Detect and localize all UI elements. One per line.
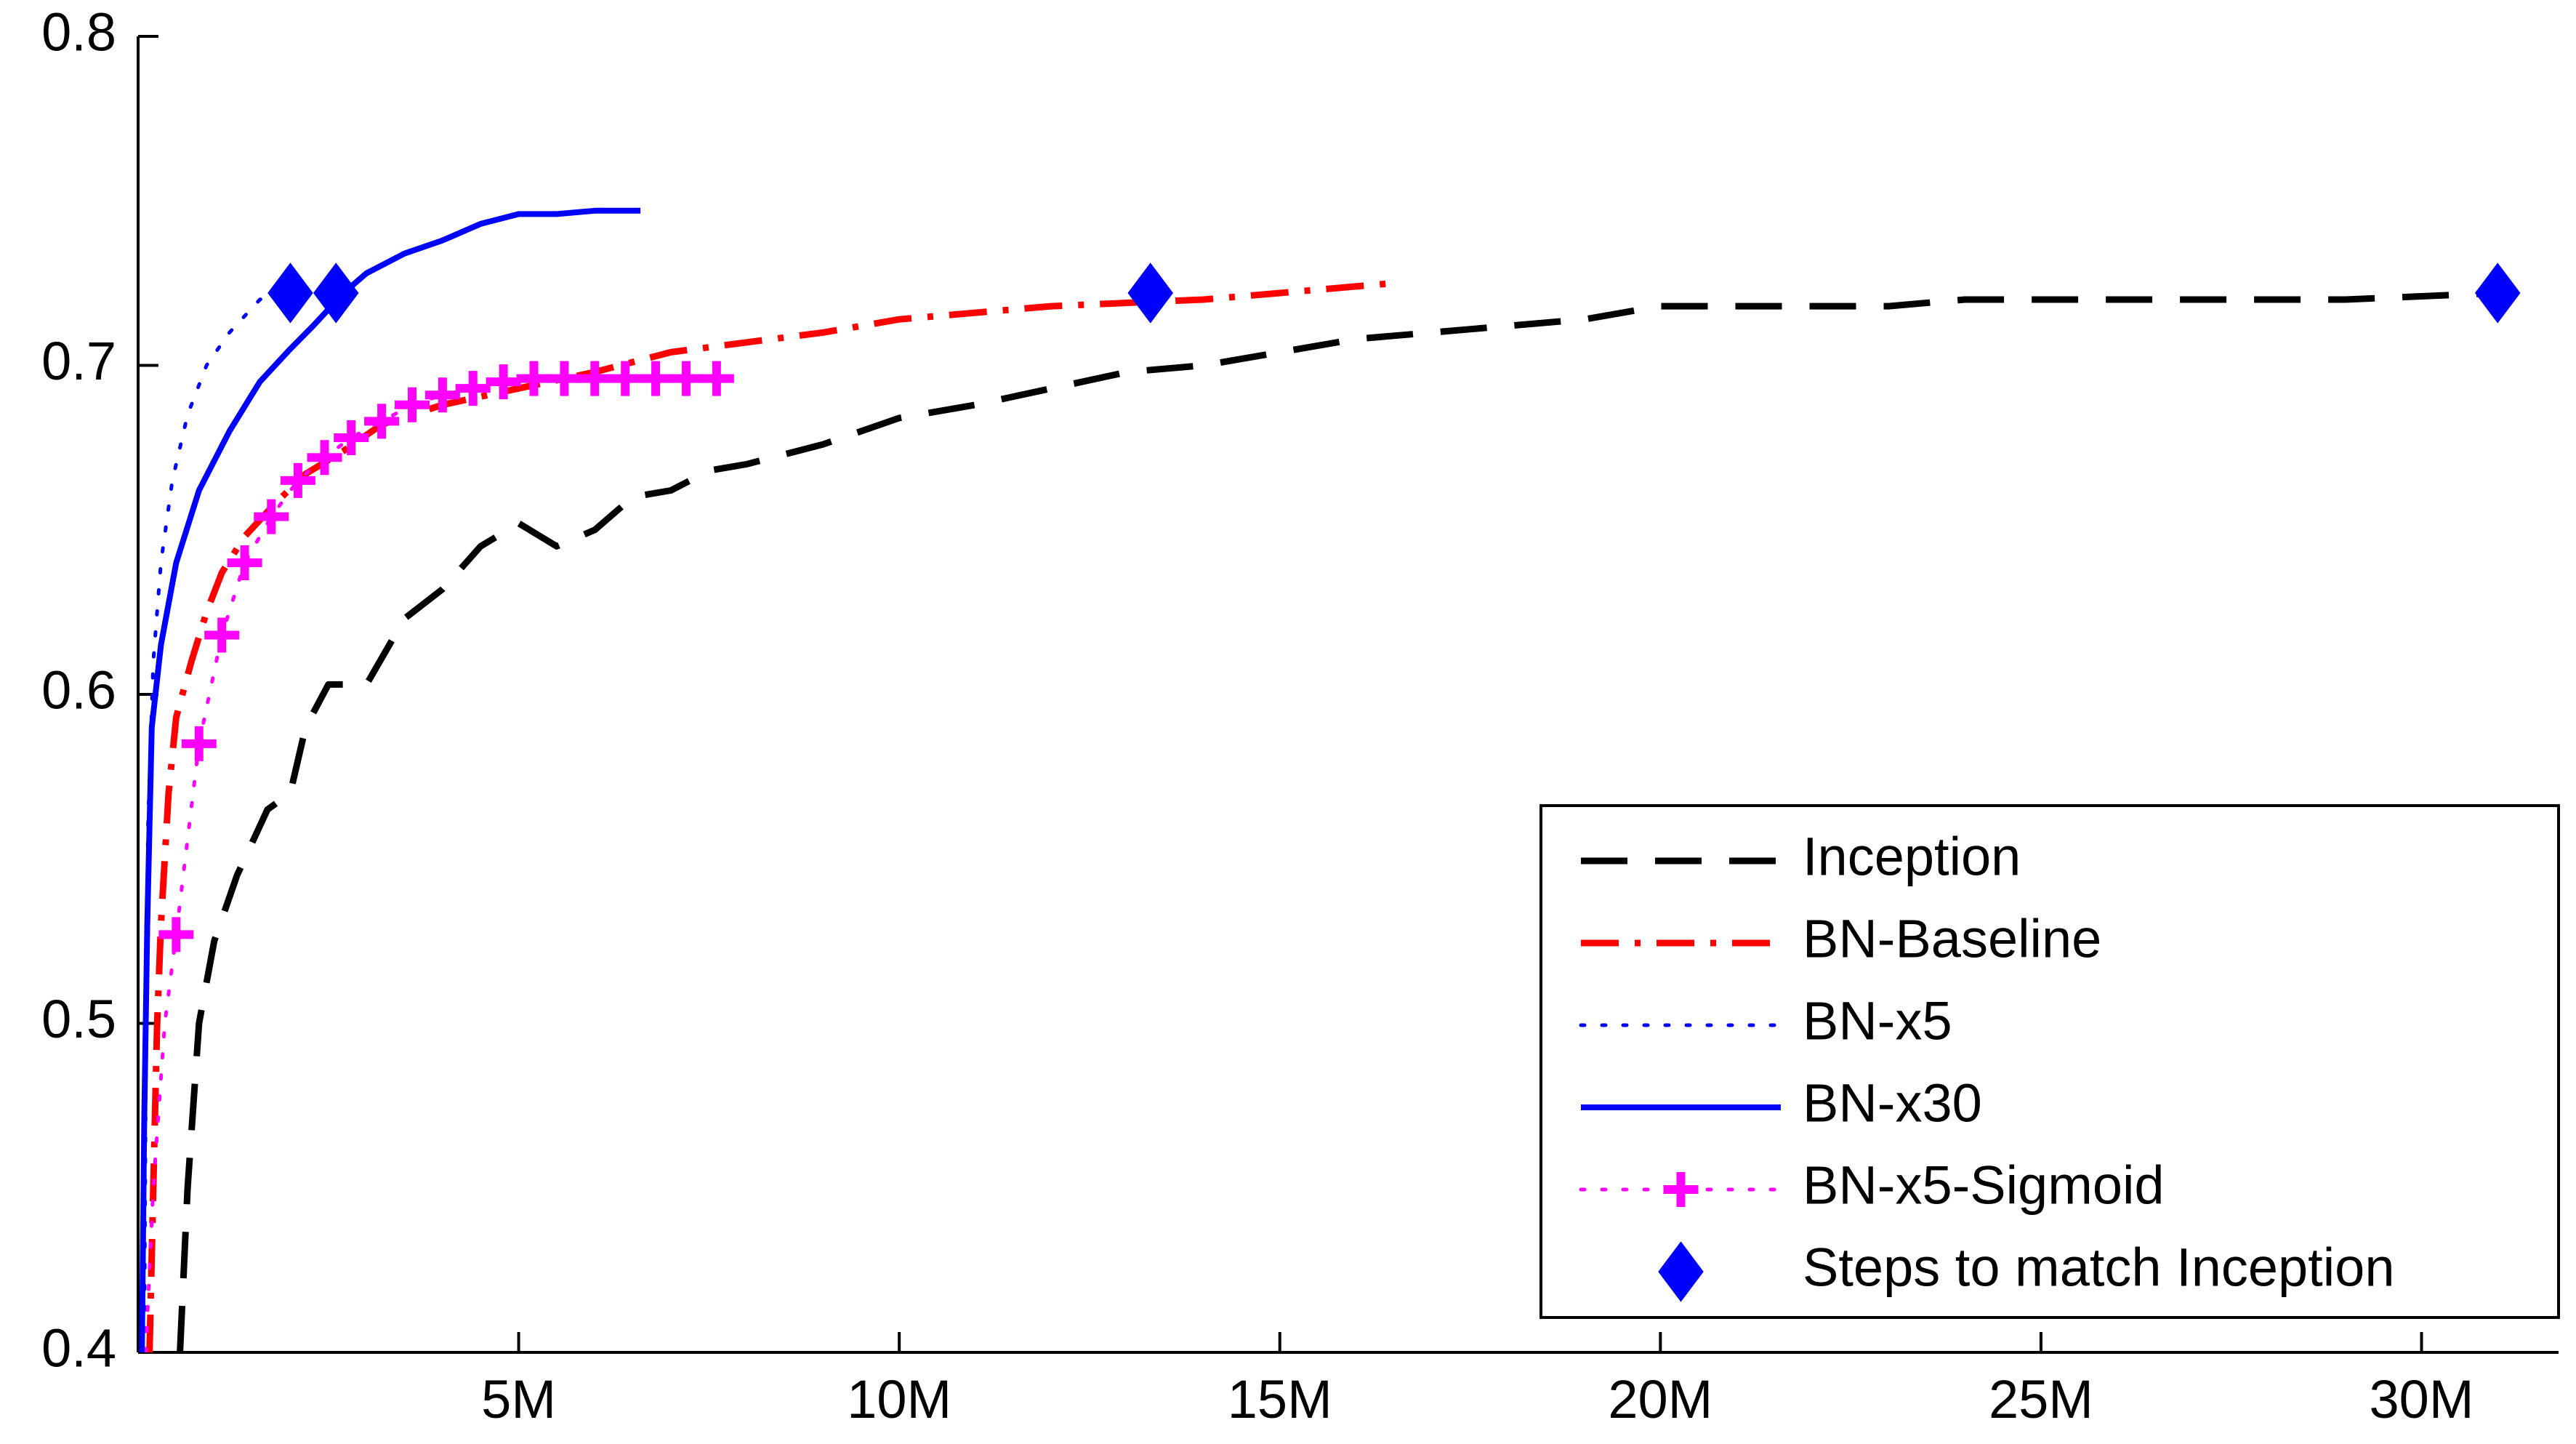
data-point-bn-x5-sigmoid (307, 440, 342, 476)
legend-label: BN-x5-Sigmoid (1803, 1155, 2165, 1216)
y-tick-label: 0.5 (41, 989, 116, 1049)
legend-box (1539, 804, 2560, 1319)
y-tick-label: 0.6 (41, 660, 116, 721)
x-tick-label: 20M (1608, 1369, 1712, 1429)
legend-label: BN-Baseline (1803, 909, 2101, 969)
data-point-bn-x5-sigmoid (364, 404, 400, 439)
data-point-bn-x5-sigmoid (699, 361, 734, 396)
x-tick-label: 15M (1228, 1369, 1332, 1429)
series-line-bn-baseline (146, 279, 1395, 1352)
series-line-bn-x5-sigmoid (144, 377, 719, 1352)
legend-label: BN-x5 (1803, 991, 1952, 1051)
y-tick-label: 0.4 (41, 1318, 116, 1379)
y-tick-label: 0.7 (41, 331, 116, 391)
data-point-bn-x5-sigmoid (254, 499, 289, 534)
series-line-inception (177, 289, 2498, 1352)
legend-item-bn-baseline: BN-Baseline (1581, 909, 2101, 969)
x-tick-label: 10M (847, 1369, 951, 1429)
legend-label: Inception (1803, 827, 2021, 887)
series-inception (177, 289, 2498, 1352)
series-bn-x30 (139, 207, 641, 1352)
data-point-steps-to-match-inception (313, 262, 359, 324)
legend-item-bn-x30: BN-x30 (1581, 1073, 1982, 1134)
data-point-bn-x5-sigmoid (577, 361, 613, 396)
series-layer (139, 207, 2521, 1352)
data-point-bn-x5-sigmoid (394, 387, 430, 422)
legend-label: BN-x30 (1803, 1073, 1982, 1134)
data-point-bn-x5-sigmoid (486, 364, 521, 400)
data-point-bn-x5-sigmoid (334, 420, 369, 456)
data-point-bn-x5-sigmoid (668, 361, 704, 396)
data-point-bn-x5-sigmoid (638, 361, 674, 396)
x-tick-label: 25M (1989, 1369, 2093, 1429)
legend-label: Steps to match Inception (1803, 1238, 2394, 1298)
legend-marker-bn-x5-sigmoid (1663, 1172, 1699, 1207)
data-point-bn-x5-sigmoid (158, 917, 194, 952)
data-point-bn-x5-sigmoid (181, 726, 217, 761)
series-bn-x5-sigmoid (144, 361, 734, 1352)
y-tick-label: 0.8 (41, 2, 116, 63)
data-point-steps-to-match-inception (2474, 262, 2521, 324)
series-bn-baseline (146, 279, 1395, 1352)
legend: Inception BN-Baseline BN-x5 BN-x30 BN-x5-Sig… (1539, 804, 2560, 1319)
data-point-bn-x5-sigmoid (516, 361, 552, 396)
data-point-steps-to-match-inception (267, 262, 313, 324)
x-tick-label: 5M (481, 1369, 556, 1429)
x-tick-label: 30M (2370, 1369, 2474, 1429)
legend-item-bn-x5-sigmoid: BN-x5-Sigmoid (1579, 1155, 2165, 1216)
legend-item-bn-x5: BN-x5 (1579, 991, 1952, 1051)
axes: 0.4 0.5 0.6 0.7 0.8 5M 10M 15M 20M 25M 30M (41, 2, 2559, 1429)
legend-item-inception: Inception (1581, 827, 2021, 887)
data-point-bn-x5-sigmoid (455, 371, 491, 406)
data-point-steps-to-match-inception (1127, 262, 1173, 324)
data-point-bn-x5-sigmoid (280, 462, 315, 498)
data-point-bn-x5-sigmoid (204, 617, 240, 653)
legend-item-steps-to-match-inception: Steps to match Inception (1658, 1238, 2394, 1302)
legend-marker-steps-to-match-inception (1658, 1241, 1704, 1302)
data-point-bn-x5-sigmoid (608, 361, 643, 396)
data-point-bn-x5-sigmoid (424, 377, 460, 413)
data-point-bn-x5-sigmoid (227, 545, 262, 580)
series-line-bn-x30 (139, 207, 641, 1352)
data-point-bn-x5-sigmoid (547, 361, 582, 396)
series-steps-to-match-inception (267, 262, 2521, 324)
